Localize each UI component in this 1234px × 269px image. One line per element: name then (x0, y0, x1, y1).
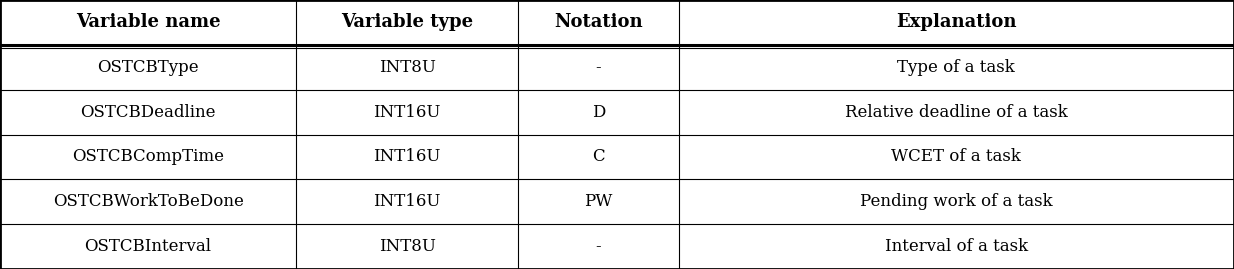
Text: PW: PW (585, 193, 612, 210)
Text: Pending work of a task: Pending work of a task (860, 193, 1053, 210)
Text: INT16U: INT16U (374, 104, 441, 121)
Text: WCET of a task: WCET of a task (891, 148, 1022, 165)
Text: OSTCBType: OSTCBType (97, 59, 199, 76)
Text: Variable name: Variable name (75, 13, 221, 31)
Text: -: - (596, 238, 601, 255)
Text: C: C (592, 148, 605, 165)
Text: Variable type: Variable type (341, 13, 474, 31)
Text: D: D (592, 104, 605, 121)
Text: OSTCBInterval: OSTCBInterval (85, 238, 211, 255)
Text: INT8U: INT8U (379, 59, 436, 76)
Text: INT16U: INT16U (374, 148, 441, 165)
Text: Notation: Notation (554, 13, 643, 31)
Text: Explanation: Explanation (896, 13, 1017, 31)
Text: OSTCBWorkToBeDone: OSTCBWorkToBeDone (53, 193, 243, 210)
Text: Type of a task: Type of a task (897, 59, 1016, 76)
Text: INT16U: INT16U (374, 193, 441, 210)
Text: Interval of a task: Interval of a task (885, 238, 1028, 255)
Text: Relative deadline of a task: Relative deadline of a task (845, 104, 1067, 121)
Text: -: - (596, 59, 601, 76)
Text: OSTCBCompTime: OSTCBCompTime (72, 148, 225, 165)
Text: OSTCBDeadline: OSTCBDeadline (80, 104, 216, 121)
Text: INT8U: INT8U (379, 238, 436, 255)
